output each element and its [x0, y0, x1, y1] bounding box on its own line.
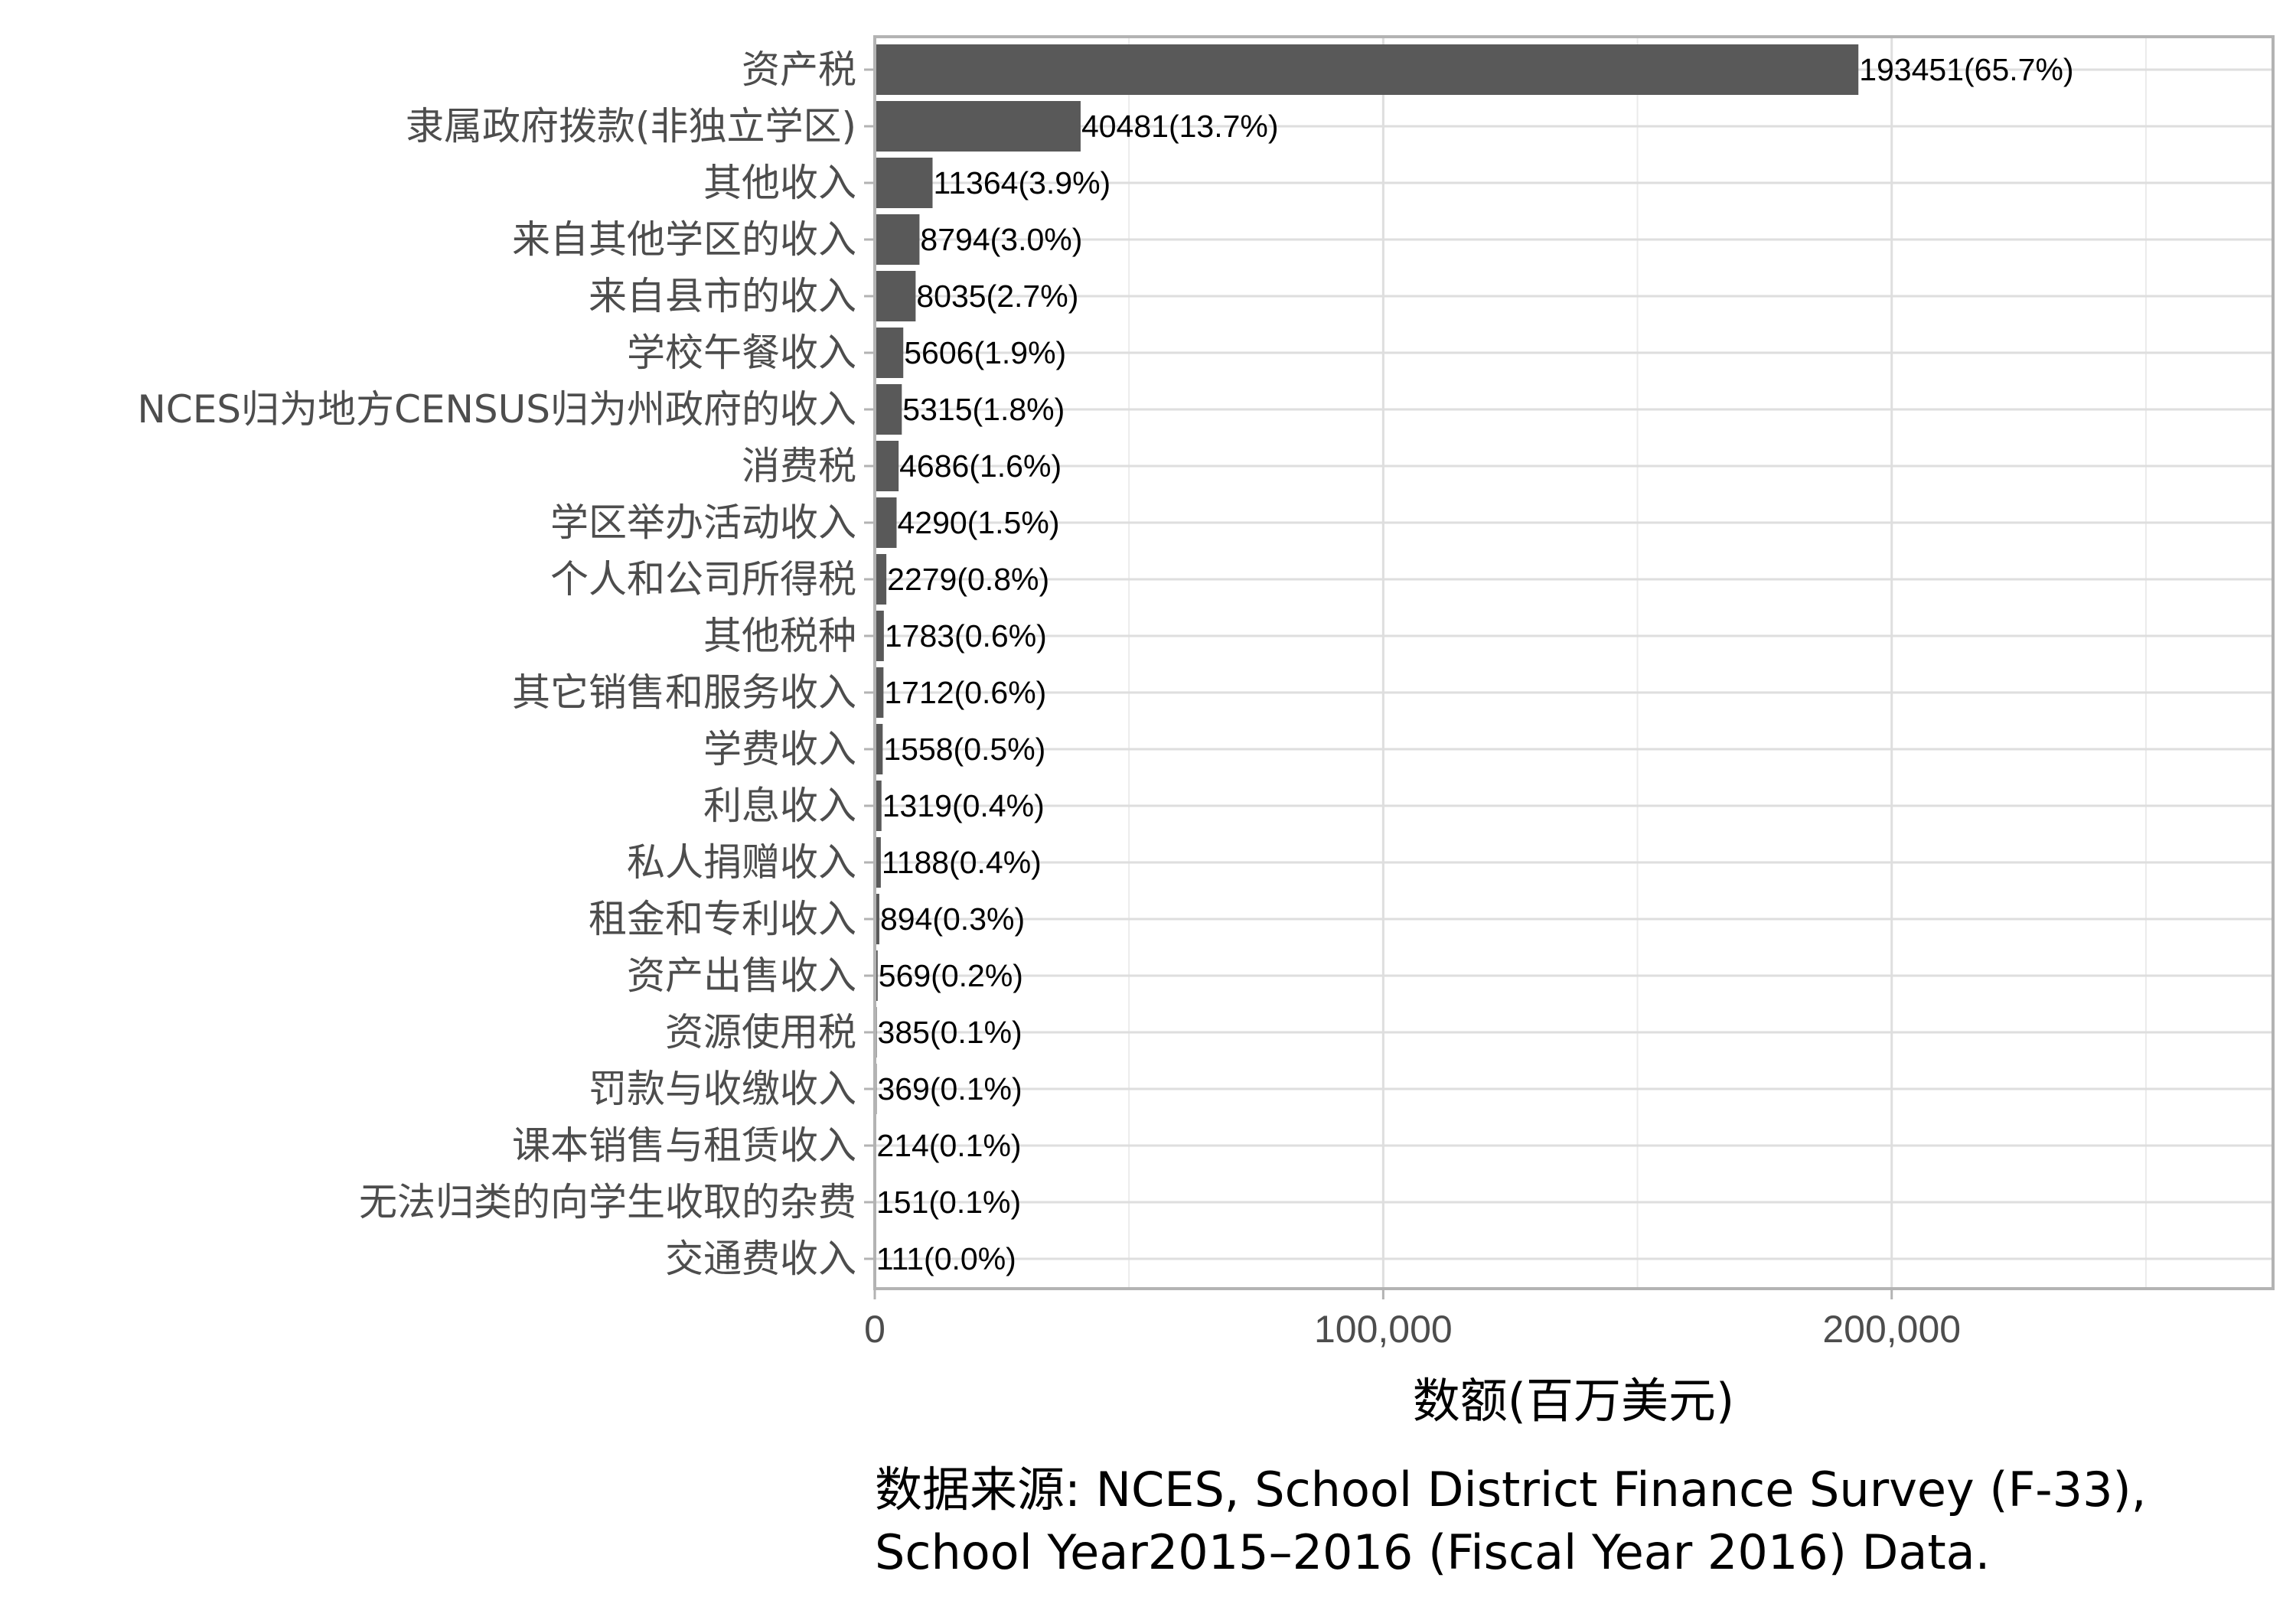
x-axis-title: 数额(百万美元)	[1413, 1373, 1734, 1429]
bar-value-label: 4290(1.5%)	[898, 505, 1060, 540]
bars: 193451(65.7%) 40481(13.7%) 11364(3.9%) 8794…	[875, 44, 2074, 1284]
bar-value-label: 1188(0.4%)	[882, 845, 1042, 880]
y-tick-label: 课本销售与租赁收入	[512, 1123, 856, 1168]
bar	[875, 667, 884, 718]
bar-value-label: 4686(1.6%)	[899, 448, 1062, 484]
bar	[875, 554, 887, 605]
plot-panel-border	[873, 35, 2275, 1290]
x-axis-ticks: 0 100,000 200,000	[864, 1289, 1961, 1351]
y-tick-label: 罚款与收缴收入	[589, 1067, 856, 1111]
bar-value-label: 5315(1.8%)	[902, 392, 1065, 427]
caption-line-2: School Year2015–2016 (Fiscal Year 2016) …	[875, 1524, 1990, 1580]
bar-value-label: 11364(3.9%)	[933, 165, 1110, 200]
bar	[875, 781, 882, 831]
y-tick-label: 来自县市的收入	[589, 274, 856, 318]
x-tick-label: 200,000	[1822, 1308, 1961, 1351]
bar	[875, 214, 920, 265]
y-tick-label: 无法归类的向学生收取的杂费	[359, 1180, 856, 1224]
bar	[875, 44, 1859, 95]
bar-value-label: 2279(0.8%)	[887, 562, 1049, 597]
y-tick-label: 交通费收入	[665, 1237, 856, 1281]
y-tick-label: 私人捐赠收入	[627, 840, 856, 885]
bar-value-label: 1783(0.6%)	[885, 618, 1047, 654]
bar	[875, 724, 883, 774]
bar-value-label: 214(0.1%)	[876, 1128, 1021, 1163]
bar	[875, 328, 904, 378]
bar	[875, 158, 933, 208]
x-tick-label: 100,000	[1314, 1308, 1453, 1351]
bar-value-label: 8794(3.0%)	[920, 222, 1082, 257]
grid-lines	[873, 37, 2273, 1289]
bar	[875, 271, 916, 321]
y-tick-label: 消费税	[742, 444, 856, 488]
y-tick-label: 个人和公司所得税	[550, 557, 856, 601]
bar-value-label: 369(0.1%)	[877, 1071, 1022, 1107]
y-tick-label: 来自其他学区的收入	[512, 217, 856, 262]
y-tick-label: 学费收入	[703, 727, 856, 771]
bar	[875, 441, 899, 491]
bar-value-label: 151(0.1%)	[876, 1185, 1021, 1220]
bar-value-label: 1558(0.5%)	[883, 732, 1045, 767]
y-tick-label: NCES归为地方CENSUS归为州政府的收入	[137, 387, 856, 432]
bar-value-label: 894(0.3%)	[880, 901, 1025, 937]
y-tick-label: 利息收入	[703, 784, 856, 828]
bar	[875, 101, 1081, 152]
y-tick-label: 其它销售和服务收入	[512, 670, 856, 715]
bar	[875, 611, 884, 661]
caption-line-1: 数据来源: NCES, School District Finance Surv…	[875, 1462, 2146, 1517]
bar-value-label: 111(0.0%)	[876, 1241, 1016, 1276]
y-tick-label: 隶属政府拨款(非独立学区)	[406, 104, 856, 148]
y-tick-label: 其他收入	[703, 161, 856, 205]
bar-value-label: 385(0.1%)	[878, 1015, 1022, 1050]
bar-value-label: 193451(65.7%)	[1859, 52, 2073, 87]
bar	[875, 837, 881, 888]
y-tick-label: 资产出售收入	[627, 953, 856, 998]
y-tick-label: 其他税种	[703, 614, 856, 658]
y-tick-label: 租金和专利收入	[589, 897, 856, 941]
bar	[875, 894, 879, 944]
bar-value-label: 569(0.2%)	[879, 958, 1023, 993]
bar-value-label: 8035(2.7%)	[916, 279, 1078, 314]
y-tick-label: 学校午餐收入	[627, 331, 856, 375]
bar-value-label: 1319(0.4%)	[882, 788, 1045, 823]
y-tick-label: 资产税	[742, 47, 856, 92]
plot-panel-background	[875, 37, 2273, 1289]
bar	[875, 384, 902, 435]
y-tick-label: 资源使用税	[665, 1010, 856, 1054]
bar	[875, 497, 897, 548]
bar-value-label: 40481(13.7%)	[1081, 109, 1279, 144]
x-tick-label: 0	[864, 1308, 885, 1351]
bar-value-label: 1712(0.6%)	[884, 675, 1046, 710]
bar-value-label: 5606(1.9%)	[904, 335, 1066, 370]
y-tick-label: 学区举办活动收入	[550, 500, 856, 545]
